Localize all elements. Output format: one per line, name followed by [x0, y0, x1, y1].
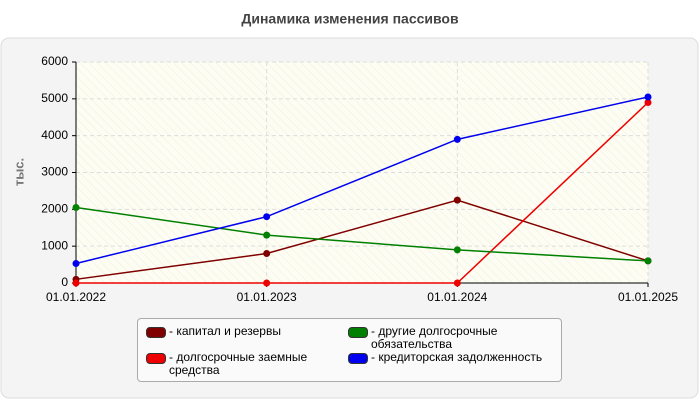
legend-label: капитал и резервы [169, 325, 281, 338]
chart-title: Динамика изменения пассивов [241, 11, 459, 27]
legend-swatch [348, 353, 368, 364]
y-tick-label: 6000 [41, 54, 68, 68]
data-point [453, 279, 461, 287]
data-point [453, 196, 461, 204]
data-point [263, 231, 271, 239]
data-point [263, 213, 271, 221]
legend-label: кредиторская задолженность [371, 351, 542, 364]
data-point [453, 246, 461, 254]
legend-item: кредиторская задолженность [348, 351, 558, 377]
y-tick-label: 0 [61, 275, 68, 289]
x-tick-label: 01.01.2022 [46, 290, 106, 304]
data-point [644, 257, 652, 265]
y-tick-label: 5000 [41, 91, 68, 105]
data-point [72, 279, 80, 287]
data-point [453, 135, 461, 143]
data-point [72, 203, 80, 211]
legend-swatch [146, 353, 166, 364]
y-tick-label: 2000 [41, 202, 68, 216]
legend-swatch [146, 327, 166, 338]
series-line [75, 206, 649, 262]
legend-item: капитал и резервы [146, 325, 342, 351]
y-tick-label: 1000 [41, 238, 68, 252]
legend-item: другие долгосрочные обязательства [348, 325, 558, 351]
legend-item: долгосрочные заемные средства [146, 351, 342, 377]
y-axis-label: тыс. [11, 158, 26, 186]
x-tick-label: 01.01.2025 [618, 290, 678, 304]
legend-label: другие долгосрочные обязательства [371, 325, 558, 351]
legend-swatch [348, 327, 368, 338]
data-point [263, 250, 271, 258]
y-tick-label: 3000 [41, 165, 68, 179]
legend: капитал и резервы другие долгосрочные обя… [137, 318, 562, 382]
data-point [72, 259, 80, 267]
data-point [263, 279, 271, 287]
y-tick-label: 4000 [41, 128, 68, 142]
series-line [76, 101, 649, 284]
data-point [644, 99, 652, 107]
series-line [75, 96, 649, 265]
x-tick-label: 01.01.2023 [237, 290, 297, 304]
x-tick-label: 01.01.2024 [427, 290, 487, 304]
data-point [644, 93, 652, 101]
series-line [75, 199, 649, 281]
legend-label: долгосрочные заемные средства [169, 351, 342, 377]
